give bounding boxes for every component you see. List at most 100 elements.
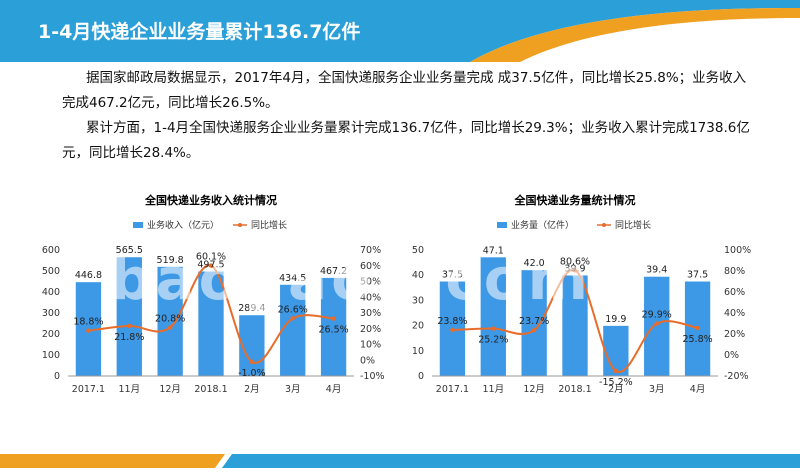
growth-point (127, 323, 132, 329)
right-axis-tick-label: -20% (724, 371, 749, 382)
bar-value-label: 39.9 (564, 263, 585, 274)
legend-bar-swatch (133, 222, 143, 228)
x-tick-label: 12月 (159, 384, 181, 395)
header-banner (0, 0, 800, 62)
growth-point (613, 368, 619, 374)
left-axis-tick-label: 500 (42, 266, 60, 277)
x-tick-label: 2017.1 (72, 384, 105, 395)
bar (280, 284, 306, 376)
x-tick-label: 11月 (118, 384, 140, 395)
bar (157, 266, 183, 376)
x-tick-label: 4月 (690, 384, 706, 395)
bar-value-label: 467.2 (320, 266, 347, 277)
growth-point (331, 316, 336, 321)
growth-value-label: 20.8% (155, 313, 185, 324)
growth-value-label: 26.6% (278, 304, 308, 315)
x-tick-label: 3月 (285, 384, 301, 395)
growth-point (654, 321, 659, 326)
bar-value-label: 565.5 (116, 245, 143, 256)
growth-point (290, 316, 295, 321)
growth-value-label: 26.5% (318, 325, 348, 336)
x-tick-label: 2月 (608, 384, 624, 395)
bar-value-label: 19.9 (605, 314, 626, 325)
bar (239, 315, 265, 376)
bar (562, 275, 588, 376)
bar (521, 270, 547, 376)
left-axis-tick-label: 50 (412, 245, 424, 256)
legend-line-label: 同比增长 (251, 219, 287, 231)
bar-value-label: 39.4 (646, 265, 667, 276)
chart-title: 全国快递业务收入统计情况 (144, 193, 277, 207)
right-axis-tick-label: 30% (360, 308, 381, 319)
growth-point (695, 325, 700, 331)
bar (320, 277, 347, 376)
growth-point (167, 325, 173, 330)
growth-point (86, 328, 91, 333)
right-axis-tick-label: 50% (360, 277, 381, 288)
x-tick-label: 3月 (649, 384, 665, 395)
growth-point (450, 327, 455, 333)
right-axis-tick-label: 10% (360, 340, 381, 351)
x-tick-label: 11月 (482, 384, 504, 395)
growth-point (208, 263, 214, 268)
left-axis-tick-label: 0 (54, 371, 60, 382)
right-axis-tick-label: 40% (360, 292, 381, 303)
bar-value-label: 42.0 (524, 258, 545, 269)
legend-line-label: 同比增长 (615, 219, 651, 231)
bar-value-label: 37.5 (442, 270, 463, 281)
bar (198, 271, 224, 376)
x-tick-label: 2018.1 (558, 384, 591, 395)
bar (603, 325, 629, 376)
legend-bar-swatch (497, 222, 507, 228)
growth-value-label: 80.6% (560, 256, 590, 267)
growth-value-label: 23.8% (437, 316, 467, 327)
paragraph-monthly: 据国家邮政局数据显示，2017年4月，全国快递服务企业业务量完成 成37.5亿件… (62, 70, 747, 111)
x-tick-label: 12月 (523, 384, 545, 395)
left-axis-tick-label: 30 (412, 295, 424, 306)
right-axis-tick-label: 100% (724, 245, 751, 256)
growth-value-label: -15.2% (599, 377, 633, 388)
growth-point (249, 359, 255, 365)
chart-title: 全国快递业务量统计情况 (514, 193, 636, 207)
right-axis-tick-label: 80% (724, 266, 745, 277)
paragraph-cumulative: 累计方面，1-4月全国快递服务企业业务量累计完成136.7亿件，同比增长29.3… (62, 120, 750, 161)
left-axis-tick-label: 0 (418, 371, 424, 382)
right-axis-tick-label: 60% (724, 287, 745, 298)
growth-value-label: -1.0% (238, 368, 266, 379)
x-tick-label: 4月 (326, 384, 342, 395)
bar (116, 257, 142, 376)
growth-point (491, 326, 496, 331)
right-axis-tick-label: 0% (360, 355, 375, 366)
left-axis-tick-label: 100 (42, 350, 60, 361)
right-axis-tick-label: 0% (724, 350, 739, 361)
growth-value-label: 23.7% (519, 316, 549, 327)
x-tick-label: 2月 (244, 384, 260, 395)
growth-value-label: 18.8% (73, 317, 103, 328)
left-axis-tick-label: 300 (42, 308, 60, 319)
growth-point (572, 268, 578, 273)
bar-value-label: 446.8 (75, 270, 102, 281)
bar-value-label: 519.8 (157, 255, 184, 266)
growth-value-label: 60.1% (196, 252, 226, 263)
left-axis-tick-label: 20 (412, 321, 424, 332)
right-axis-tick-label: 40% (724, 308, 745, 319)
right-axis-tick-label: -10% (360, 371, 385, 382)
bar (480, 257, 506, 376)
left-axis-tick-label: 200 (42, 329, 60, 340)
bar-value-label: 47.1 (483, 245, 504, 256)
left-axis-tick-label: 600 (42, 245, 60, 256)
bar-value-label: 434.5 (279, 273, 306, 284)
right-axis-tick-label: 20% (360, 324, 381, 335)
left-axis-tick-label: 400 (42, 287, 60, 298)
growth-point (531, 327, 537, 333)
bar-value-label: 37.5 (687, 270, 708, 281)
legend-bar-label: 业务量（亿件） (511, 219, 574, 231)
left-axis-tick-label: 10 (412, 346, 424, 357)
right-axis-tick-label: 60% (360, 261, 381, 272)
bar (644, 276, 670, 376)
bar-value-label: 497.5 (197, 260, 224, 271)
legend-line-marker (238, 223, 242, 227)
growth-value-label: 25.2% (478, 335, 508, 346)
